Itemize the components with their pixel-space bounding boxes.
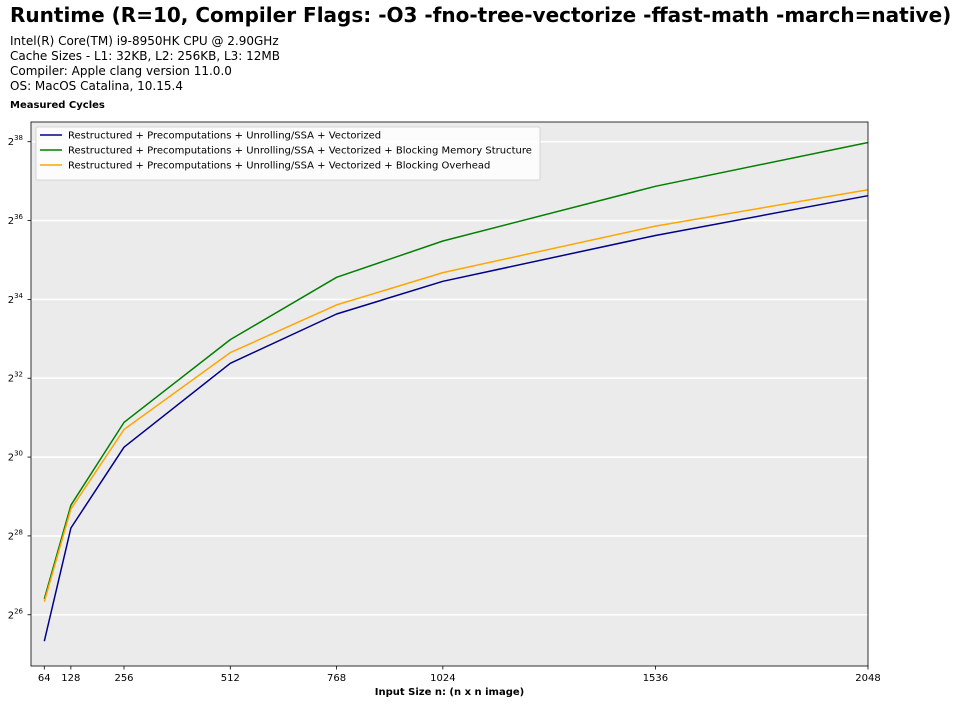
- legend-label-2: Restructured + Precomputations + Unrolli…: [68, 146, 532, 157]
- x-tick-label: 2048: [855, 673, 880, 684]
- y-tick-label: 230: [8, 450, 23, 464]
- plot-area: [31, 122, 868, 666]
- plot-frame: [30, 121, 869, 667]
- y-axis-label: Measured Cycles: [10, 100, 105, 111]
- y-axis-ticks: 226 228 230 232 234 236 238: [8, 134, 31, 621]
- x-tick-label: 768: [327, 673, 346, 684]
- y-tick-label: 226: [8, 607, 24, 621]
- legend: Restructured + Precomputations + Unrolli…: [35, 126, 541, 181]
- y-tick-label: 238: [8, 134, 23, 148]
- system-info: Intel(R) Core(TM) i9-8950HK CPU @ 2.90GH…: [10, 34, 280, 94]
- series-lines: [43, 141, 869, 642]
- x-tick-label: 1024: [430, 673, 455, 684]
- series-line-2: [43, 141, 869, 600]
- y-tick-label: 236: [8, 213, 24, 227]
- legend-label-1: Restructured + Precomputations + Unrolli…: [68, 131, 381, 142]
- cache-info: Cache Sizes - L1: 32KB, L2: 256KB, L3: 1…: [10, 49, 280, 63]
- y-tick-label: 228: [8, 528, 23, 542]
- chart-title: Runtime (R=10, Compiler Flags: -O3 -fno-…: [10, 3, 952, 27]
- os-info: OS: MacOS Catalina, 10.15.4: [10, 79, 183, 93]
- x-axis-label: Input Size n: (n x n image): [375, 687, 525, 698]
- x-tick-label: 64: [38, 673, 51, 684]
- x-tick-label: 1536: [643, 673, 668, 684]
- x-tick-label: 128: [61, 673, 80, 684]
- series-line-1: [43, 194, 869, 642]
- legend-label-3: Restructured + Precomputations + Unrolli…: [68, 161, 490, 172]
- series-line-3: [43, 189, 869, 602]
- x-axis-ticks: 64 128 256 512 768 1024 1536 2048: [38, 666, 881, 684]
- y-tick-label: 234: [8, 292, 24, 306]
- compiler-info: Compiler: Apple clang version 11.0.0: [10, 64, 232, 78]
- y-tick-label: 232: [8, 371, 23, 385]
- x-tick-label: 512: [221, 673, 240, 684]
- legend-box: [35, 126, 541, 181]
- x-tick-label: 256: [114, 673, 133, 684]
- cpu-info: Intel(R) Core(TM) i9-8950HK CPU @ 2.90GH…: [10, 34, 279, 48]
